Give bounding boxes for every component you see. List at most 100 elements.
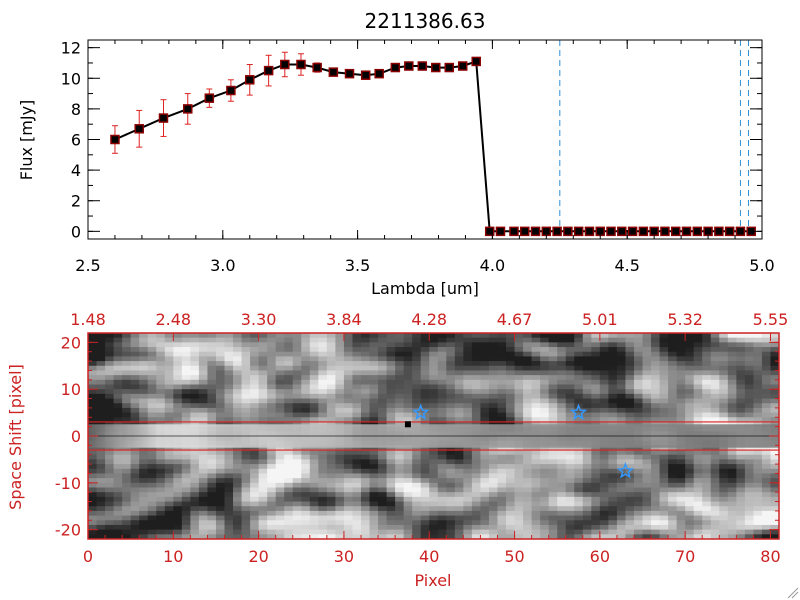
heatmap-cell [241,464,251,470]
heatmap-cell [386,496,396,503]
heatmap-cell [599,510,609,517]
heatmap-cell [326,417,336,423]
heatmap-cell [642,384,652,390]
heatmap-cell [480,524,490,531]
heatmap-cell [113,365,123,372]
heatmap-cell [301,510,311,517]
heatmap-cell [267,487,277,493]
heatmap-cell [514,347,524,353]
heatmap-cell [668,482,678,489]
heatmap-cell [88,487,98,493]
heatmap-cell [113,342,123,348]
heatmap-cell [96,487,106,493]
heatmap-cell [668,384,678,390]
heatmap-cell [122,515,132,521]
heatmap-cell [369,351,379,358]
heatmap-cell [557,333,567,339]
heatmap-cell [488,389,499,395]
heatmap-cell [360,515,371,521]
heatmap-cell [625,407,635,414]
heatmap-cell [710,496,720,503]
heatmap-cell [403,365,413,372]
heatmap-cell [557,347,567,353]
heatmap-cell [250,529,260,535]
heatmap-cell [565,379,575,386]
heatmap-cell [309,506,319,512]
heatmap-cell [164,459,174,465]
heatmap-cell [250,524,260,531]
heatmap-cell [480,361,490,367]
heatmap-cell [531,450,541,456]
heatmap-cell [190,398,200,404]
heatmap-cell [343,524,354,531]
heatmap-cell [736,524,746,531]
heatmap-cell [761,361,772,367]
heatmap-cell [574,468,584,475]
heatmap-cell [761,389,772,395]
heatmap-cell [506,407,516,414]
heatmap-cell [753,342,763,348]
heatmap-cell [326,361,336,367]
heatmap-cell [497,365,507,372]
heatmap-cell [292,534,302,539]
heatmap-cell [369,403,379,409]
heatmap-cell [557,534,567,539]
heatmap-cell [386,365,396,372]
heatmap-cell [250,510,260,517]
heatmap-cell [88,398,98,404]
heatmap-cell [258,351,268,358]
heatmap-cell [523,361,533,367]
heatmap-cell [565,417,575,423]
heatmap-cell [506,445,516,451]
heatmap-cell [420,450,430,456]
heatmap-cell [215,459,226,465]
heatmap-cell [506,524,516,531]
heatmap-cell [676,347,686,353]
heatmap-cell [335,529,345,535]
heatmap-cell [548,375,558,381]
heatmap-cell [395,468,405,475]
heatmap-cell [710,473,720,479]
heatmap-cell [241,384,251,390]
heatmap-cell [540,342,550,348]
heatmap-cell [488,501,499,507]
heatmap-cell [753,347,763,353]
heatmap-cell [267,361,277,367]
heatmap-cell [352,468,362,475]
heatmap-cell [335,501,345,507]
heatmap-cell [207,529,217,535]
heatmap-cell [548,468,558,475]
x-tick-label: 40 [419,547,439,566]
heatmap-cell [412,450,422,456]
heatmap-cell [292,417,302,423]
heatmap-cell [378,464,388,470]
heatmap-cell [96,384,106,390]
data-point [245,75,255,85]
data-point [134,124,144,134]
heatmap-cell [557,487,567,493]
heatmap-cell [446,361,456,367]
heatmap-cell [164,454,174,461]
heatmap-cell [463,515,473,521]
heatmap-cell [446,464,456,470]
heatmap-cell [540,478,550,484]
heatmap-cell [292,342,302,348]
heatmap-cell [215,492,226,498]
heatmap-cell [736,384,746,390]
heatmap-cell [582,347,592,353]
heatmap-cell [685,487,695,493]
heatmap-cell [113,454,123,461]
heatmap-cell [326,473,336,479]
heatmap-cell [386,375,396,381]
heatmap-cell [582,384,592,390]
resize-grip-icon[interactable] [787,587,799,599]
heatmap-cell [557,520,567,526]
heatmap-cell [130,407,140,414]
heatmap-cell [326,454,336,461]
heatmap-cell [480,342,490,348]
heatmap-cell [164,473,174,479]
heatmap-cell [250,445,260,451]
heatmap-cell [250,468,260,475]
heatmap-cell [727,473,737,479]
heatmap-cell [514,375,524,381]
